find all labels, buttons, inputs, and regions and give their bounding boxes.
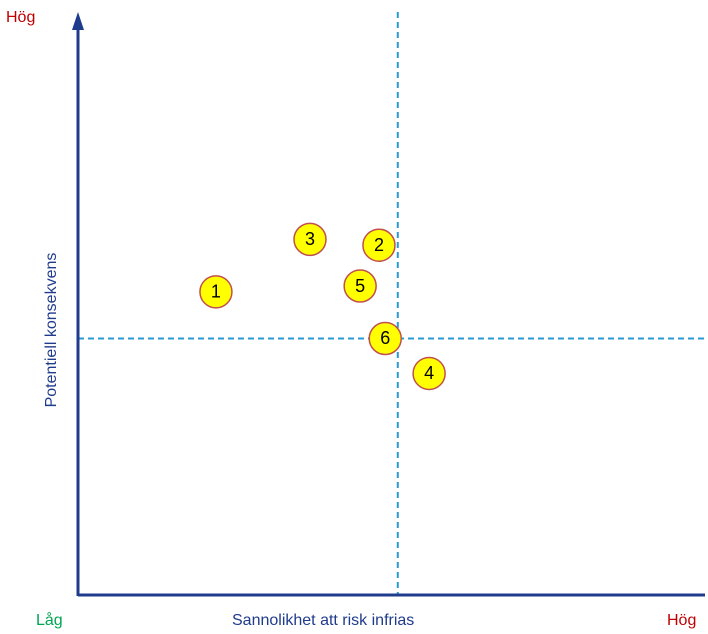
y-axis-arrow-icon bbox=[72, 12, 84, 30]
risk-point-1 bbox=[199, 275, 233, 309]
risk-point-3 bbox=[293, 222, 327, 257]
risk-point-label-1: 1 bbox=[211, 282, 221, 302]
risk-point-5 bbox=[343, 269, 377, 303]
y-axis-title: Potentiell konsekvens bbox=[43, 252, 60, 408]
y-axis-high-label: Hög bbox=[6, 9, 36, 26]
risk-point-label-2: 2 bbox=[374, 235, 384, 255]
risk-point-label-6: 6 bbox=[380, 328, 390, 348]
risk-point-label-3: 3 bbox=[305, 229, 315, 249]
risk-point-4 bbox=[412, 356, 446, 391]
risk-point-6 bbox=[368, 321, 402, 356]
risk-point-label-4: 4 bbox=[424, 363, 434, 383]
x-axis-title: Sannolikhet att risk infrias bbox=[232, 612, 415, 629]
x-axis-low-label: Låg bbox=[36, 612, 63, 629]
risk-point-2 bbox=[362, 228, 396, 262]
x-axis-high-label: Hög bbox=[667, 612, 697, 629]
risk-point-label-5: 5 bbox=[355, 276, 365, 296]
